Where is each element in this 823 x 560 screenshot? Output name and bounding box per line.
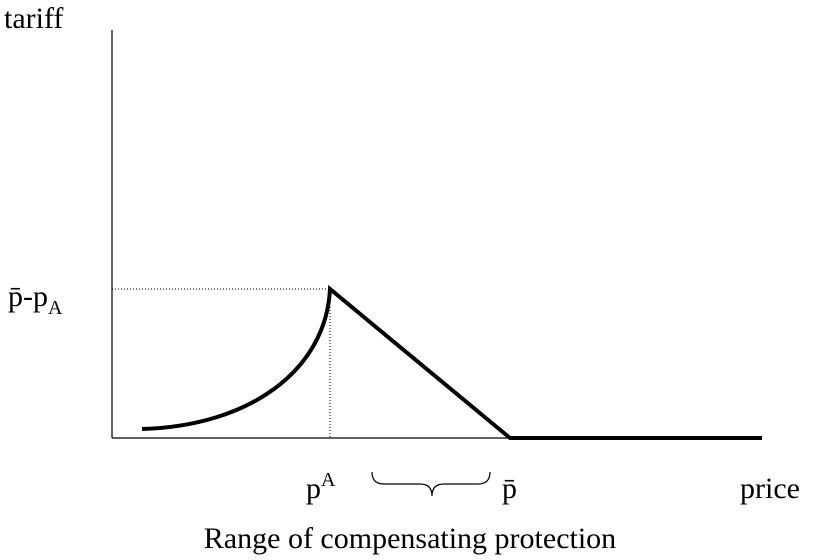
label-sup: A [321, 469, 336, 491]
range-label: Range of compensating protection [204, 522, 616, 555]
autarky-price-label: pA [306, 469, 336, 505]
brace [371, 471, 491, 497]
tariff-curve [141, 284, 762, 440]
label-sub: A [48, 297, 63, 319]
label-main: p [306, 472, 321, 505]
peak-tariff-label: p̄-pA [8, 280, 63, 319]
y-axis-label: tariff [4, 2, 63, 35]
world-price-label: p̄ [502, 472, 517, 505]
label-main: p̄-p [8, 280, 48, 313]
x-axis-label: price [740, 472, 800, 505]
